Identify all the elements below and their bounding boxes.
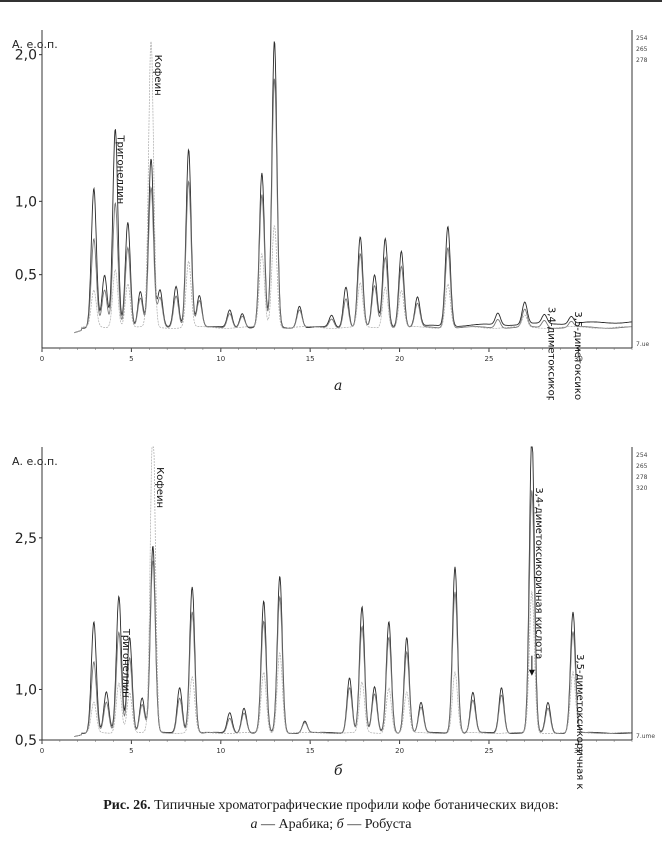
caption-label: Рис. 26. (103, 798, 151, 813)
panel-label-a: а (334, 378, 343, 394)
caption-line-2: а — Арабика; б — Робуста (0, 815, 662, 834)
x-tick-label: 0 (40, 747, 44, 755)
right-legend-item: 254 (636, 35, 648, 42)
trace-series-3 (74, 41, 632, 334)
y-axis-label: А. е.о.п. (12, 38, 58, 51)
y-tick-label: 2,5 (15, 531, 37, 547)
y-tick-label: 0,5 (15, 268, 37, 284)
right-legend-item: 265 (636, 46, 648, 53)
peak-annotation: Кофеин (152, 55, 163, 96)
chromatogram-robusta: 0 5 10 15 20 25 30 0,5 1,0 2,5 А. е.о.п. 254 265 278 3… (0, 405, 662, 790)
x-tick-label: 25 (485, 747, 494, 755)
right-legend-item: 7.ume (636, 733, 655, 740)
x-tick-label: 0 (40, 355, 44, 363)
y-tick-label: 1,0 (15, 682, 37, 698)
annotation-arrowhead (528, 669, 535, 676)
x-tick-label: 20 (395, 355, 404, 363)
y-tick-label: 2,0 (15, 48, 37, 64)
y-tick-label: 0,5 (15, 733, 37, 749)
caption-dash-a: — (261, 817, 276, 832)
peak-annotation: Тригонеллин (120, 628, 131, 698)
x-tick-label: 10 (216, 747, 225, 755)
caption-sub-a-text: Арабика; (278, 817, 334, 832)
y-tick-label: 1,0 (15, 194, 37, 210)
caption-sub-b-letter: б (336, 817, 344, 832)
right-legend-item: 320 (636, 485, 648, 492)
peak-annotation: 3,5-диметоксикоричная кислота (572, 311, 583, 400)
caption-dash-b: — (347, 817, 362, 832)
right-legend-item: 254 (636, 452, 648, 459)
x-tick-label: 30 (574, 355, 583, 363)
x-tick-label: 15 (306, 355, 315, 363)
peak-annotation: 3,5-диметоксикоричная кислота (574, 654, 585, 790)
peak-annotation: 3,4-диметоксикоричная кислота (533, 487, 544, 659)
right-legend-item: 278 (636, 474, 648, 481)
trace-series-2 (74, 78, 632, 334)
y-axis-label: А. е.о.п. (12, 455, 58, 468)
chromatogram-arabica: 0 5 10 15 20 25 30 0,5 1,0 2,0 А. е.о.п. 254 265 278 7… (0, 0, 662, 400)
top-rule (0, 0, 662, 2)
trace-series-2 (74, 490, 632, 738)
peak-annotation: 3,4-диметоксикоричная кислота (545, 307, 556, 400)
figure-caption: Рис. 26. Типичные хроматографические про… (0, 796, 662, 834)
chart-svg-robusta: 0 5 10 15 20 25 30 0,5 1,0 2,5 А. е.о.п. 254 265 278 3… (12, 446, 655, 790)
right-legend-item: 278 (636, 57, 648, 64)
x-tick-label: 5 (129, 355, 133, 363)
x-tick-label: 15 (306, 747, 315, 755)
trace-series-3 (74, 446, 632, 737)
x-tick-label: 10 (216, 355, 225, 363)
x-tick-label: 30 (574, 747, 583, 755)
chart-svg-arabica: 0 5 10 15 20 25 30 0,5 1,0 2,0А. е.о.п. 254 265 278 7… (12, 30, 650, 400)
panel-label-b: б (334, 763, 343, 779)
x-tick-label: 5 (129, 747, 133, 755)
caption-text: Типичные хроматографические профили кофе… (154, 798, 559, 813)
peak-annotation: Кофеин (154, 467, 165, 508)
peak-annotation: Тригонеллин (115, 134, 126, 204)
x-tick-label: 20 (395, 747, 404, 755)
caption-sub-a-letter: а (250, 817, 258, 832)
right-legend-item: 7.ue (636, 341, 650, 348)
x-tick-label: 25 (485, 355, 494, 363)
caption-sub-b-text: Робуста (364, 817, 412, 832)
right-legend-item: 265 (636, 463, 648, 470)
caption-line-1: Рис. 26. Типичные хроматографические про… (0, 796, 662, 815)
